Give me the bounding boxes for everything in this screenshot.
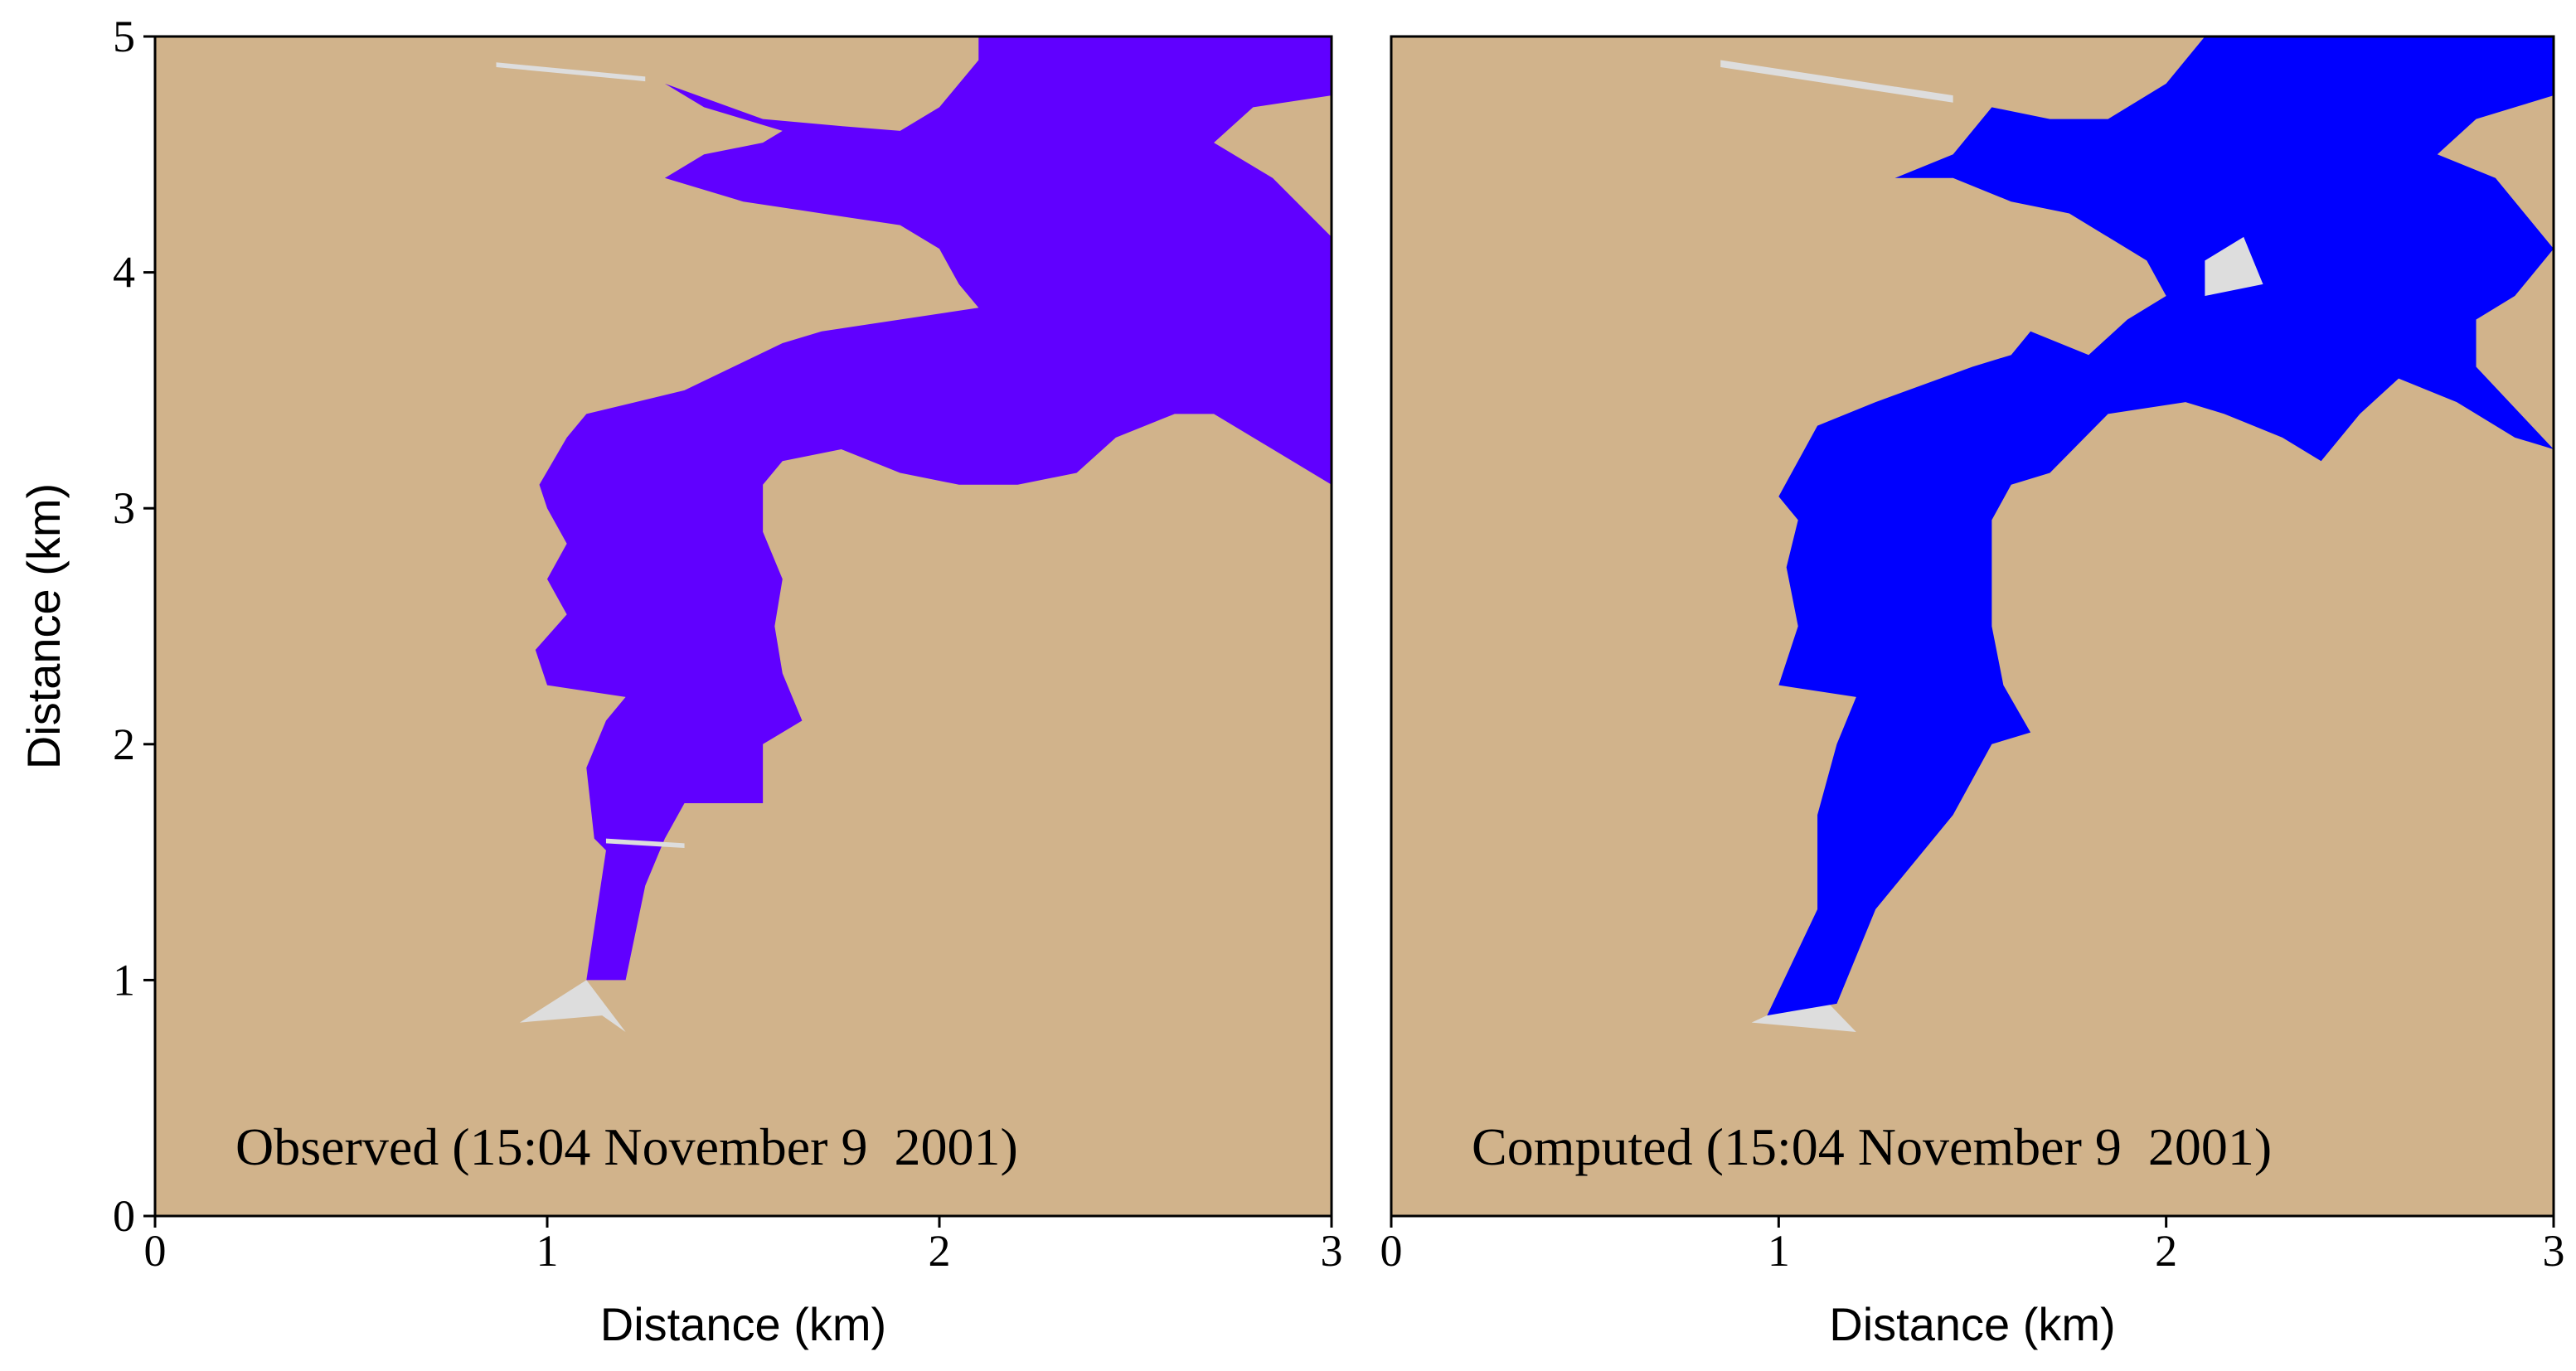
- water: [535, 36, 1332, 981]
- dry-cell: [1751, 991, 1856, 1033]
- y-tick-label: 1: [113, 955, 135, 1005]
- dry-cell: [1720, 60, 1953, 103]
- x-tick-label: 1: [1768, 1226, 1790, 1276]
- plot-frame: [153, 35, 1333, 1218]
- x-tick-label: 3: [1321, 1226, 1343, 1276]
- computed-map: [1391, 36, 2554, 1216]
- dry-cell: [496, 62, 646, 82]
- panel-caption: Computed (15:04 November 9 2001): [1472, 1117, 2272, 1176]
- x-tick-label: 1: [536, 1226, 559, 1276]
- x-tick-label: 2: [2155, 1226, 2177, 1276]
- x-axis-label: Distance (km): [1829, 1298, 2115, 1350]
- dry-cell: [519, 980, 626, 1033]
- observed-map: [155, 36, 1332, 1216]
- plot-frame: [1390, 35, 2555, 1218]
- x-tick-label: 3: [2543, 1226, 2565, 1276]
- y-axis-label: Distance (km): [17, 483, 70, 769]
- dry-cell: [2205, 236, 2263, 297]
- dry-cell: [605, 838, 685, 849]
- x-tick-label: 0: [1380, 1226, 1403, 1276]
- y-tick-label: 0: [113, 1191, 135, 1241]
- water: [1767, 36, 2554, 1016]
- x-tick-label: 2: [929, 1226, 951, 1276]
- x-tick-label: 0: [144, 1226, 167, 1276]
- x-axis-label: Distance (km): [600, 1298, 886, 1350]
- y-tick-label: 4: [113, 248, 135, 298]
- panel-caption: Observed (15:04 November 9 2001): [235, 1117, 1018, 1176]
- y-tick-label: 5: [113, 12, 135, 61]
- y-tick-label: 3: [113, 483, 135, 533]
- y-tick-label: 2: [113, 719, 135, 769]
